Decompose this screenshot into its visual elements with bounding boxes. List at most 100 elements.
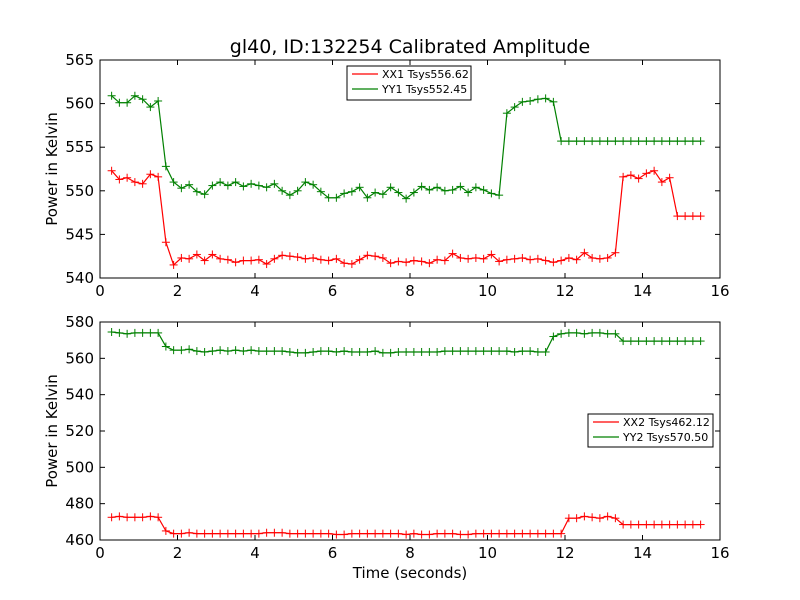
bottom-series-0-point [688, 520, 697, 529]
top-x-tick-label: 8 [405, 282, 415, 300]
bottom-x-ticks: 0 2 4 6 8 10 12 14 16 [95, 322, 730, 562]
top-y-tick-label: 555 [65, 138, 94, 156]
top-series-0-point [285, 252, 294, 261]
bottom-series-1-point [239, 347, 248, 356]
top-series-0-point [363, 251, 372, 260]
top-series-1-point [642, 137, 651, 146]
top-series-0-point [231, 258, 240, 267]
bottom-series-0-point [223, 529, 232, 538]
top-series-1-point [262, 183, 271, 192]
bottom-series-1-point [371, 347, 380, 356]
top-series-0-point [355, 255, 364, 264]
top-chart: gl40, ID:132254 Calibrated Amplitude 0 2 4… [43, 36, 730, 300]
top-series-1-point [239, 182, 248, 191]
top-legend-xx1-label: XX1 Tsys556.62 [382, 68, 469, 81]
top-series-1-point [626, 137, 635, 146]
bottom-series-1-point [526, 347, 535, 356]
top-series-1-point [138, 95, 147, 104]
bottom-series-0-point [216, 529, 225, 538]
bottom-series-0-point [518, 529, 527, 538]
top-series-0-point [417, 257, 426, 266]
bottom-series-1-point [541, 347, 550, 356]
bottom-series-0-point [549, 529, 558, 538]
bottom-series-1-point [123, 329, 132, 338]
bottom-series-1-point [130, 328, 139, 337]
top-series-0-point [580, 248, 589, 257]
top-series-1-point [130, 91, 139, 100]
top-series-0-point [448, 249, 457, 258]
bottom-series-0-point [634, 520, 643, 529]
bottom-x-tick-label: 14 [633, 544, 652, 562]
bottom-series-1-point [425, 347, 434, 356]
bottom-series-0-point [169, 529, 178, 538]
bottom-series-1-point [208, 347, 217, 356]
top-series-0-point [650, 166, 659, 175]
top-series-1-point [146, 103, 155, 112]
top-chart-title: gl40, ID:132254 Calibrated Amplitude [230, 36, 590, 58]
top-series-0-point [301, 254, 310, 263]
top-series-0-point [324, 256, 333, 265]
top-series-1-point [696, 137, 705, 146]
top-y-tick-label: 540 [65, 269, 94, 287]
top-series-0-point [394, 257, 403, 266]
bottom-series-1-point [572, 328, 581, 337]
bottom-series-0-point [200, 529, 209, 538]
top-series-1-point [425, 185, 434, 194]
bottom-series-0-point [378, 529, 387, 538]
bottom-x-axis-label: Time (seconds) [352, 564, 468, 582]
top-series-0-point [440, 256, 449, 265]
top-x-tick-label: 14 [633, 282, 652, 300]
top-legend-yy1-label: YY1 Tsys552.45 [381, 83, 467, 96]
top-series-0-point [154, 172, 163, 181]
bottom-series-0-point [588, 513, 597, 522]
bottom-series-0-point [657, 520, 666, 529]
top-y-axis-label: Power in Kelvin [43, 112, 61, 226]
top-y-tick-label: 550 [65, 182, 94, 200]
top-series-1-point [409, 188, 418, 197]
top-series-1-point [285, 191, 294, 200]
bottom-series-0-point [355, 529, 364, 538]
top-x-tick-label: 16 [710, 282, 729, 300]
bottom-series-1-point [502, 347, 511, 356]
bottom-series-1-point [231, 346, 240, 355]
top-series-1-point [169, 178, 178, 187]
top-series-0-point [665, 173, 674, 182]
top-series-0-point [502, 255, 511, 264]
top-series-0-point [386, 259, 395, 268]
bottom-y-tick-label: 460 [65, 531, 94, 549]
top-series-1-point [231, 178, 240, 187]
top-series-1-point [371, 188, 380, 197]
top-series-0-point [510, 254, 519, 263]
bottom-series-0-point [324, 529, 333, 538]
top-series-1-point [417, 182, 426, 191]
bottom-series-0-point [192, 529, 201, 538]
top-series-0-point [564, 253, 573, 262]
top-series-1-point [456, 182, 465, 191]
bottom-series-0-point [231, 529, 240, 538]
bottom-series-1-point [595, 328, 604, 337]
top-series-1-point [378, 190, 387, 199]
bottom-series-1-point [301, 348, 310, 357]
top-x-ticks: 0 2 4 6 8 10 12 14 16 [95, 60, 730, 300]
bottom-series-1-point [518, 347, 527, 356]
bottom-series-0-point [115, 512, 124, 521]
top-series-1-point [247, 179, 256, 188]
top-series-1-point [324, 193, 333, 202]
bottom-series-0-point [448, 529, 457, 538]
bottom-series-1-point [588, 328, 597, 337]
top-series-0-point [588, 253, 597, 262]
bottom-series-0-point [471, 529, 480, 538]
top-series-1-point [634, 137, 643, 146]
top-series-0-point [518, 253, 527, 262]
top-series-0-point [316, 255, 325, 264]
bottom-series-1-point [216, 346, 225, 355]
bottom-series-1-point [309, 347, 318, 356]
bottom-y-tick-label: 540 [65, 386, 94, 404]
top-series-1-point [200, 190, 209, 199]
top-series-0-point [177, 253, 186, 262]
bottom-series-0-point [681, 520, 690, 529]
bottom-series-1-point [378, 348, 387, 357]
top-series-0-point [487, 250, 496, 259]
bottom-series-1-point [673, 337, 682, 346]
